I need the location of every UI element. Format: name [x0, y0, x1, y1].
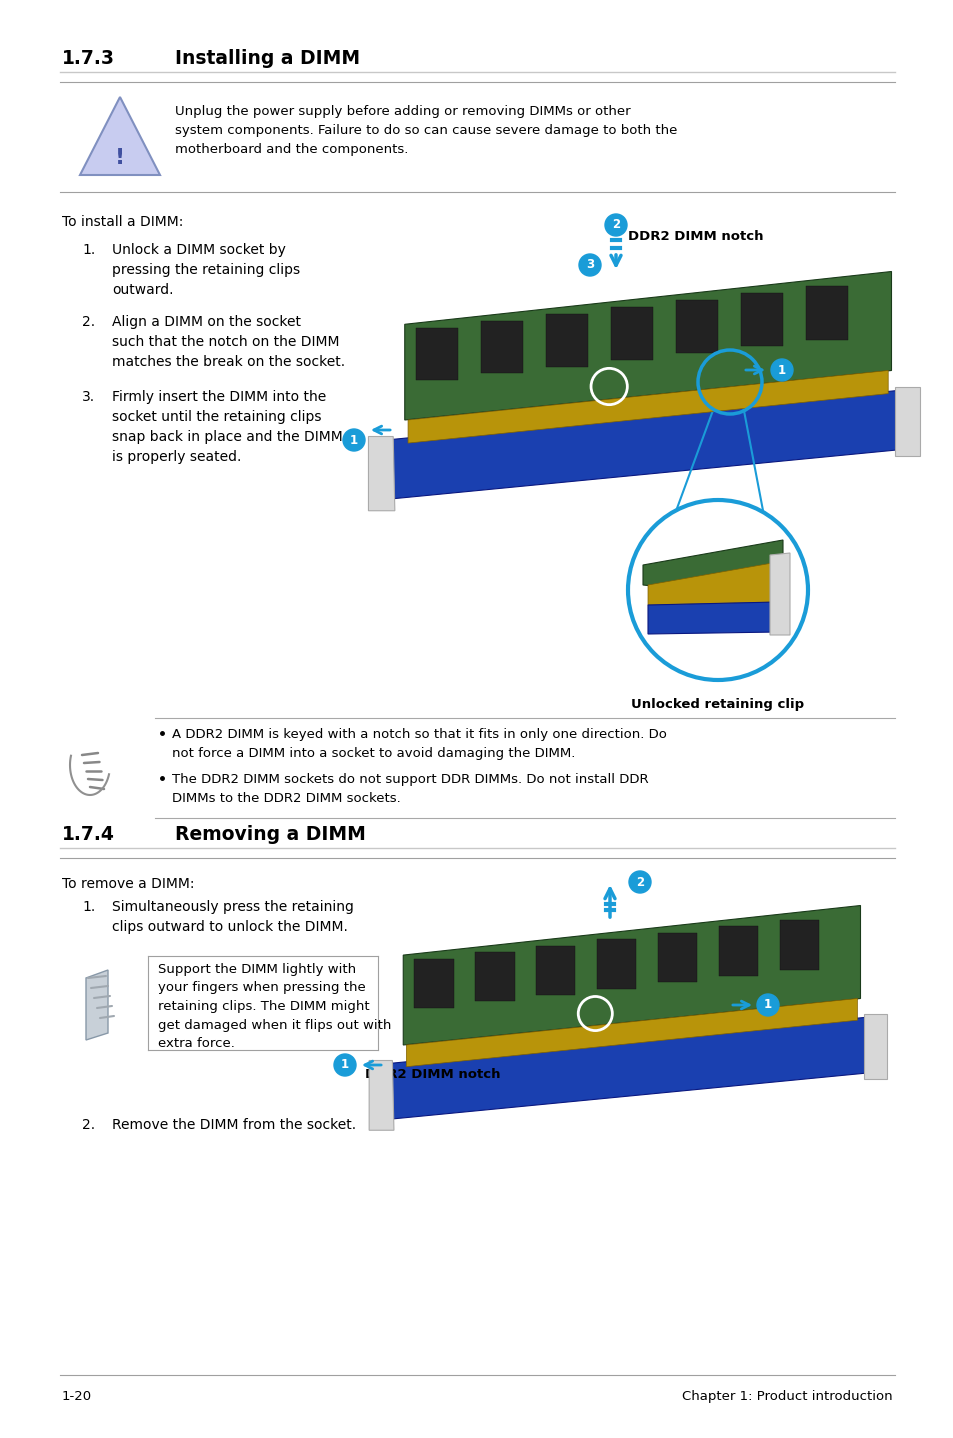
Polygon shape — [369, 1060, 394, 1130]
Polygon shape — [769, 554, 789, 636]
Text: 1.7.3: 1.7.3 — [62, 49, 115, 68]
Text: Unlock a DIMM socket by
pressing the retaining clips
outward.: Unlock a DIMM socket by pressing the ret… — [112, 243, 300, 298]
Circle shape — [627, 500, 807, 680]
Circle shape — [343, 429, 365, 452]
Polygon shape — [414, 959, 453, 1008]
Text: Firmly insert the DIMM into the
socket until the retaining clips
snap back in pl: Firmly insert the DIMM into the socket u… — [112, 390, 342, 464]
Polygon shape — [718, 926, 758, 976]
Polygon shape — [388, 390, 899, 499]
Text: 1.7.4: 1.7.4 — [62, 825, 114, 844]
Text: 1: 1 — [777, 364, 785, 377]
Polygon shape — [862, 1014, 886, 1078]
Text: 3.: 3. — [82, 390, 95, 404]
Circle shape — [628, 871, 650, 893]
Text: 3: 3 — [585, 259, 594, 272]
Polygon shape — [387, 1017, 867, 1119]
Polygon shape — [536, 946, 575, 995]
Polygon shape — [610, 308, 652, 360]
Text: 1: 1 — [763, 998, 771, 1011]
Text: 1-20: 1-20 — [62, 1391, 92, 1403]
Text: 2.: 2. — [82, 315, 95, 329]
Polygon shape — [86, 971, 108, 1040]
Circle shape — [757, 994, 779, 1017]
Text: 1.: 1. — [82, 243, 95, 257]
Circle shape — [578, 255, 600, 276]
Polygon shape — [675, 301, 718, 354]
Text: DDR2 DIMM notch: DDR2 DIMM notch — [365, 1068, 500, 1081]
Polygon shape — [894, 387, 919, 456]
Text: Support the DIMM lightly with
your fingers when pressing the
retaining clips. Th: Support the DIMM lightly with your finge… — [158, 963, 391, 1050]
Polygon shape — [403, 906, 860, 1045]
Polygon shape — [416, 328, 457, 380]
Polygon shape — [545, 315, 587, 367]
Polygon shape — [658, 933, 697, 982]
Text: The DDR2 DIMM sockets do not support DDR DIMMs. Do not install DDR
DIMMs to the : The DDR2 DIMM sockets do not support DDR… — [172, 774, 648, 804]
Text: !: ! — [114, 148, 125, 168]
Text: Chapter 1: Product introduction: Chapter 1: Product introduction — [681, 1391, 892, 1403]
Text: 2: 2 — [636, 876, 643, 889]
Polygon shape — [80, 96, 160, 175]
Text: Removing a DIMM: Removing a DIMM — [174, 825, 366, 844]
Polygon shape — [480, 322, 522, 374]
Circle shape — [770, 360, 792, 381]
Text: Remove the DIMM from the socket.: Remove the DIMM from the socket. — [112, 1117, 355, 1132]
Text: To remove a DIMM:: To remove a DIMM: — [62, 877, 194, 892]
Polygon shape — [779, 919, 819, 969]
Polygon shape — [368, 437, 395, 510]
Polygon shape — [475, 952, 514, 1001]
Polygon shape — [642, 541, 782, 600]
Text: Align a DIMM on the socket
such that the notch on the DIMM
matches the break on : Align a DIMM on the socket such that the… — [112, 315, 345, 370]
Polygon shape — [740, 293, 782, 347]
Text: A DDR2 DIMM is keyed with a notch so that it fits in only one direction. Do
not : A DDR2 DIMM is keyed with a notch so tha… — [172, 728, 666, 759]
Polygon shape — [804, 286, 847, 339]
Polygon shape — [597, 939, 636, 988]
Text: Unplug the power supply before adding or removing DIMMs or other
system componen: Unplug the power supply before adding or… — [174, 105, 677, 155]
Circle shape — [604, 214, 626, 236]
Polygon shape — [647, 562, 778, 605]
Polygon shape — [408, 371, 887, 443]
Text: 1: 1 — [350, 433, 357, 447]
Polygon shape — [406, 998, 857, 1067]
Text: To install a DIMM:: To install a DIMM: — [62, 216, 183, 229]
Text: DDR2 DIMM notch: DDR2 DIMM notch — [627, 230, 762, 243]
Text: Unlocked retaining clip: Unlocked retaining clip — [631, 697, 803, 710]
Text: 2.: 2. — [82, 1117, 95, 1132]
Text: 1.: 1. — [82, 900, 95, 915]
Text: Installing a DIMM: Installing a DIMM — [174, 49, 359, 68]
Text: 1: 1 — [340, 1058, 349, 1071]
Circle shape — [334, 1054, 355, 1076]
Polygon shape — [647, 603, 778, 634]
Text: Simultaneously press the retaining
clips outward to unlock the DIMM.: Simultaneously press the retaining clips… — [112, 900, 354, 935]
Polygon shape — [404, 272, 890, 420]
Text: 2: 2 — [611, 219, 619, 232]
